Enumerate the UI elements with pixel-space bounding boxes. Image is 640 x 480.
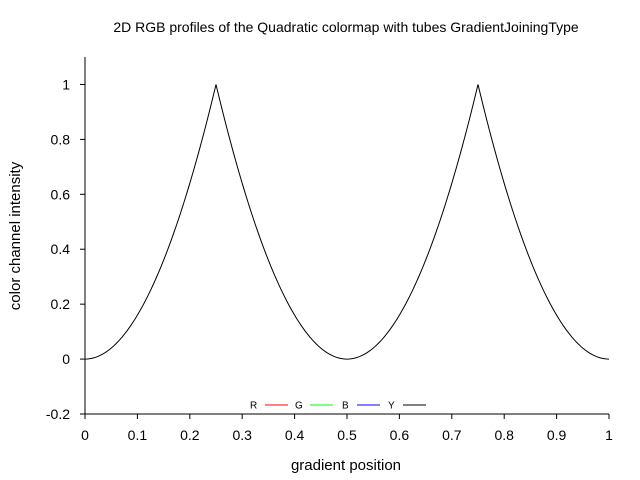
x-tick-label: 0.8 — [494, 427, 514, 443]
y-tick-label: 1 — [62, 76, 70, 92]
x-tick-label: 0.4 — [285, 427, 305, 443]
x-tick-label: 0.9 — [547, 427, 567, 443]
y-axis-title: color channel intensity — [7, 161, 24, 310]
y-tick-label: -0.2 — [46, 406, 70, 422]
x-tick-label: 1 — [605, 427, 613, 443]
plot-area: 0 0.1 0.2 0.3 0.4 0.5 0.6 0.7 0.8 0.9 1 -0.2 0 0.2 0.4… — [46, 57, 613, 443]
x-tick-label: 0.6 — [390, 427, 410, 443]
y-tick-label: 0.2 — [51, 296, 71, 312]
legend-label-y: Y — [388, 401, 395, 412]
x-tick-label: 0 — [81, 427, 89, 443]
y-tick-label: 0.4 — [51, 241, 71, 257]
x-tick-label: 0.3 — [232, 427, 252, 443]
x-tick-label: 0.5 — [337, 427, 357, 443]
legend-label-b: B — [342, 401, 349, 412]
x-tick-label: 0.1 — [128, 427, 148, 443]
y-tick-label: 0.8 — [51, 131, 71, 147]
x-tick-label: 0.7 — [442, 427, 462, 443]
series-line-y — [84, 84, 610, 360]
x-tick-label: 0.2 — [180, 427, 200, 443]
chart-title: 2D RGB profiles of the Quadratic colorma… — [113, 19, 579, 35]
x-axis-title: gradient position — [291, 457, 401, 474]
legend-label-g: G — [295, 401, 303, 412]
y-tick-label: 0 — [62, 351, 70, 367]
legend-label-r: R — [250, 401, 257, 412]
y-tick-label: 0.6 — [51, 186, 71, 202]
